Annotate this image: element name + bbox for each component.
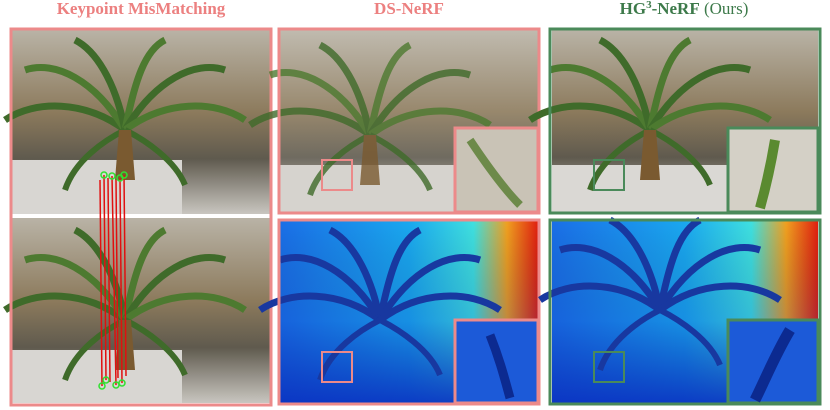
title-part: (Ours): [700, 0, 749, 18]
dsnerf-rgb: [250, 27, 541, 215]
ours-depth: [540, 220, 822, 406]
column-title: DS-NeRF: [374, 0, 444, 18]
ours-rgb: [530, 27, 822, 215]
column-title: HG3-NeRF (Ours): [620, 0, 749, 18]
dsnerf-depth: [260, 218, 541, 406]
title-part: 3: [646, 0, 652, 11]
title-part: HG: [620, 0, 646, 18]
column-title: Keypoint MisMatching: [57, 0, 226, 18]
title-part: -NeRF: [652, 0, 700, 18]
keypoint-panel: [5, 27, 273, 407]
